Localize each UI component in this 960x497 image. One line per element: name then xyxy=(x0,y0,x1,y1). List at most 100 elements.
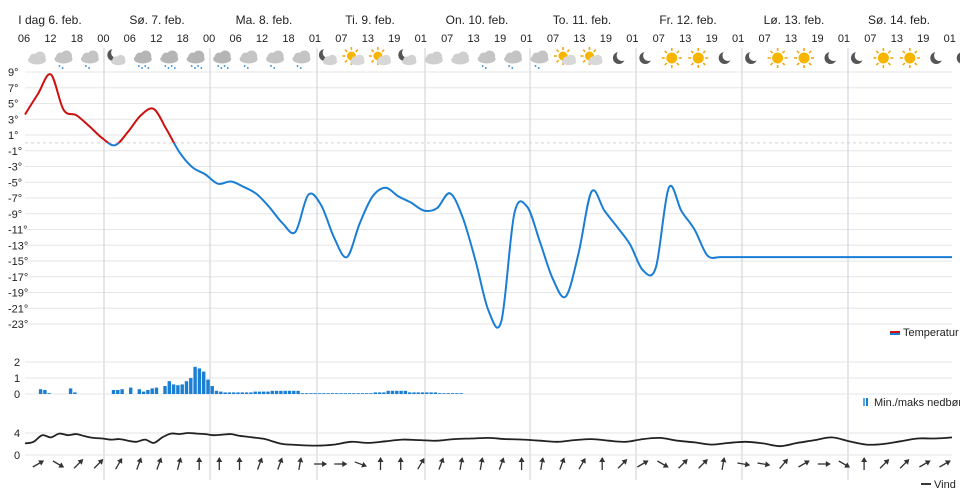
wind-arrow-icon xyxy=(478,457,485,471)
snowflake xyxy=(534,65,537,67)
weather-icons xyxy=(28,47,960,69)
moon-cut xyxy=(643,50,654,61)
temp-tick-label: -11° xyxy=(8,225,27,237)
wind-arrow-icon xyxy=(578,457,586,470)
sun-ray xyxy=(702,50,706,54)
precip-bar xyxy=(202,371,206,394)
precip-bar xyxy=(356,393,360,394)
sun-shape xyxy=(873,48,894,68)
precip-bar xyxy=(232,392,236,394)
sun-ray xyxy=(690,62,694,66)
snowflake xyxy=(197,65,200,67)
wind-arrow-icon xyxy=(256,457,264,470)
precip-bar xyxy=(137,389,141,394)
cloud-shape xyxy=(28,51,46,65)
sun-ray xyxy=(664,62,668,66)
cloud-part xyxy=(219,50,231,62)
wind-arrow-head xyxy=(277,457,284,464)
wind-arrow-icon xyxy=(196,457,203,470)
cloud-part xyxy=(484,50,496,62)
moon-cut xyxy=(748,50,760,61)
wind-arrow-head xyxy=(682,459,688,465)
precip-bar xyxy=(352,393,356,394)
wind-arrow-icon xyxy=(176,457,183,470)
moon-cut xyxy=(828,50,840,61)
precip-bar xyxy=(257,391,262,394)
wind-arrow-icon xyxy=(277,457,284,470)
wind-arrow-icon xyxy=(136,457,143,470)
wind-arrow-head xyxy=(176,457,183,463)
wind-arrow-head xyxy=(883,459,890,465)
precip-bar xyxy=(68,388,73,394)
wind-arrow-head xyxy=(397,457,404,462)
snowflake xyxy=(61,67,64,69)
wind-arrow-icon xyxy=(93,459,104,469)
cloud-shape xyxy=(160,50,179,64)
temperature-panel: 9° 7° 5° 3° 1° -1° -3° -5° -7° -9° -11° -13° -15° -17… xyxy=(8,67,952,331)
cloud-shape xyxy=(186,50,205,64)
cloud-part xyxy=(355,54,365,64)
precip-bar xyxy=(150,388,154,394)
precip-bar xyxy=(292,390,296,394)
precip-bar xyxy=(287,390,292,394)
temperature-line-cold xyxy=(106,142,952,329)
precip-bar xyxy=(326,393,330,394)
snowflake xyxy=(173,67,176,69)
sun-shape xyxy=(899,48,920,68)
wind-arrow-icon xyxy=(939,460,951,468)
hour-label: 13 xyxy=(573,33,585,45)
precip-bar xyxy=(171,384,176,394)
wind-arrow-icon xyxy=(417,457,425,470)
cloud-part xyxy=(381,54,391,64)
snowflake xyxy=(167,67,170,69)
snowflake xyxy=(217,65,220,67)
legends: Temperatur Min./maks nedbør Vind xyxy=(863,327,960,491)
sun-disc xyxy=(692,52,704,64)
hour-label: 19 xyxy=(388,33,400,45)
moon-shape xyxy=(718,50,734,64)
temp-tick-label: 3° xyxy=(8,114,19,126)
wind-arrow-icon xyxy=(498,457,505,470)
precip-bar xyxy=(43,390,47,394)
cloud-shape xyxy=(424,51,443,65)
precip-bar xyxy=(339,393,343,394)
cloud-part xyxy=(116,54,126,64)
wind-arrow-icon xyxy=(518,457,525,470)
hour-label: 07 xyxy=(335,33,347,45)
wind-arrow-icon xyxy=(438,457,445,470)
hour-label: 12 xyxy=(256,33,268,45)
sun-ray xyxy=(676,50,680,54)
precip-bar xyxy=(322,393,326,394)
cloud-shape xyxy=(322,54,338,66)
wind-arrow-head xyxy=(903,459,910,465)
snowflake xyxy=(164,65,167,67)
precip-bar xyxy=(223,392,227,394)
precip-bar xyxy=(296,390,300,394)
precip-tick-label: 2 xyxy=(14,357,20,369)
wind-arrow-head xyxy=(322,461,328,467)
snowflake xyxy=(141,67,143,69)
precip-bar xyxy=(111,390,116,394)
temp-tick-label: -1° xyxy=(8,146,22,158)
precip-bar xyxy=(176,385,180,394)
precip-bar xyxy=(270,390,274,394)
snowflake xyxy=(223,65,226,67)
temp-tick-label: -5° xyxy=(8,177,22,189)
snowflake xyxy=(537,67,540,69)
sun-ray xyxy=(344,59,348,63)
wind-arrow-head xyxy=(559,457,566,464)
moon-cut xyxy=(854,50,866,61)
precip-bar xyxy=(279,390,283,394)
day-label: To. 11. feb. xyxy=(553,13,611,27)
sun-ray xyxy=(566,49,570,53)
wind-arrow-head xyxy=(720,457,727,463)
sun-disc xyxy=(666,52,678,64)
day-label: Lø. 13. feb. xyxy=(764,13,825,27)
sun-ray xyxy=(370,49,375,53)
precip-bar xyxy=(438,393,442,394)
snowflake xyxy=(273,67,276,69)
precip-bar xyxy=(408,392,412,394)
wind-arrow-head xyxy=(438,457,445,464)
hour-label: 00 xyxy=(203,33,215,45)
